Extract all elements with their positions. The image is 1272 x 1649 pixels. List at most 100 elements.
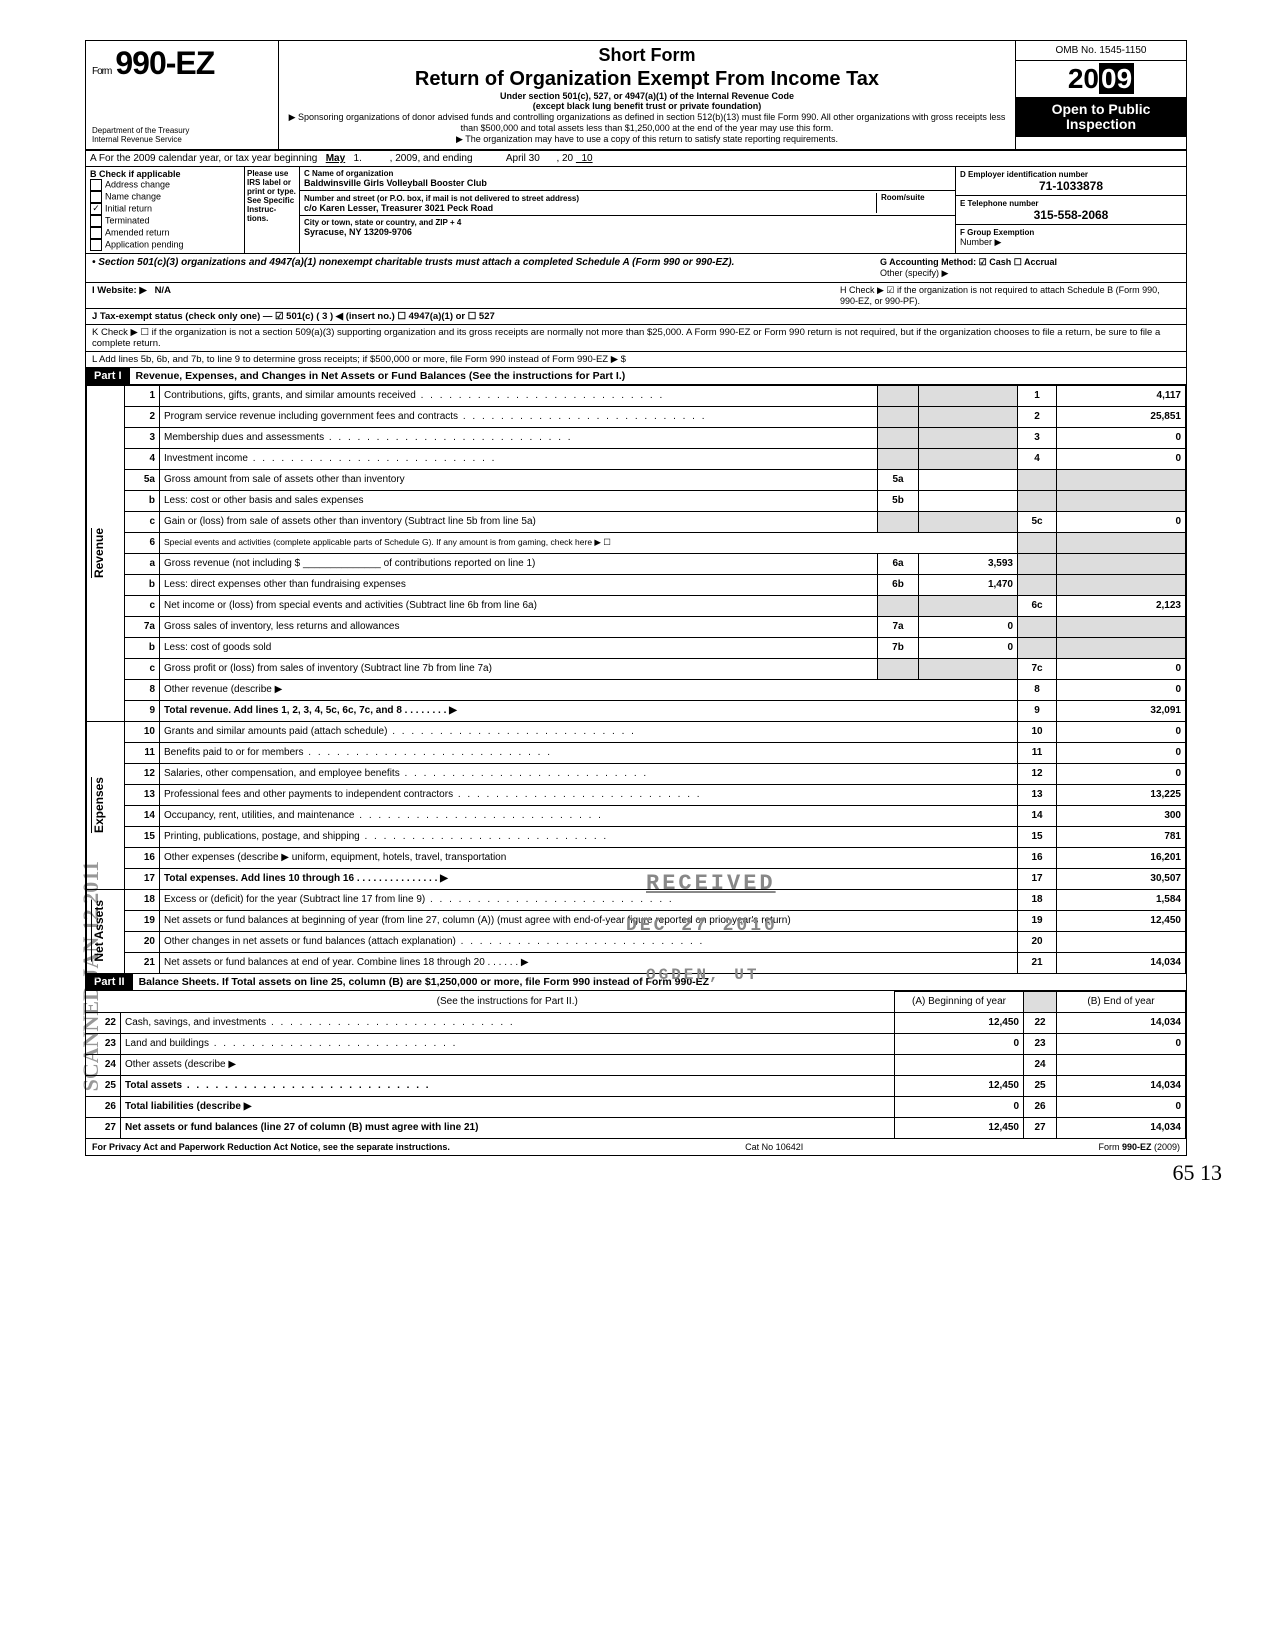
bs-25-a: 12,450 — [895, 1075, 1024, 1096]
addr-val: c/o Karen Lesser, Treasurer 3021 Peck Ro… — [304, 203, 493, 213]
line-9-amt: 32,091 — [1057, 700, 1186, 721]
bs-27-a: 12,450 — [895, 1117, 1024, 1138]
bs-26-a: 0 — [895, 1096, 1024, 1117]
line-18-amt: 1,584 — [1057, 889, 1186, 910]
line-19-amt: 12,450 — [1057, 910, 1186, 931]
chk-terminated[interactable]: Terminated — [90, 215, 240, 227]
form-number-text: 990-EZ — [115, 45, 214, 81]
line-6c-desc: Net income or (loss) from special events… — [160, 595, 878, 616]
line-16-amt: 16,201 — [1057, 847, 1186, 868]
bs-23-b: 0 — [1057, 1033, 1186, 1054]
website-label: I Website: ▶ — [92, 285, 147, 296]
bs-26-desc: Total liabilities (describe ▶ — [121, 1096, 895, 1117]
footer-right: Form 990-EZ (2009) — [1098, 1142, 1180, 1152]
line-11-amt: 0 — [1057, 742, 1186, 763]
line-7c-desc: Gross profit or (loss) from sales of inv… — [160, 658, 878, 679]
end-month: April 30 — [506, 153, 540, 164]
line-20-amt — [1057, 931, 1186, 952]
chk-pending[interactable]: Application pending — [90, 239, 240, 251]
room-suite: Room/suite — [876, 193, 951, 213]
addr-label: Number and street (or P.O. box, if mail … — [304, 194, 579, 203]
line-5c-desc: Gain or (loss) from sale of assets other… — [160, 511, 878, 532]
end-year-lbl: , 20 — [556, 153, 573, 164]
bs-22-b: 14,034 — [1057, 1012, 1186, 1033]
part2-header: Part II Balance Sheets. If Total assets … — [86, 974, 1186, 991]
dept1: Department of the Treasury — [92, 126, 189, 135]
open1: Open to Public — [1052, 101, 1151, 117]
right-header-cell: OMB No. 1545-1150 2009 Open to Public In… — [1016, 41, 1186, 149]
l-line: L Add lines 5b, 6b, and 7b, to line 9 to… — [86, 352, 1186, 368]
city-val: Syracuse, NY 13209-9706 — [304, 227, 412, 237]
scanned-stamp: SCANNED JAN 12 2011 — [78, 861, 104, 1091]
name-column: C Name of organization Baldwinsville Gir… — [300, 167, 955, 253]
bs-22-a: 12,450 — [895, 1012, 1024, 1033]
line-5c-amt: 0 — [1057, 511, 1186, 532]
line-17-amt: 30,507 — [1057, 868, 1186, 889]
line-2-desc: Program service revenue including govern… — [160, 406, 878, 427]
city-row: City or town, state or country, and ZIP … — [300, 216, 955, 239]
dept-text: Department of the Treasury Internal Reve… — [92, 127, 272, 145]
part1-title: Revenue, Expenses, and Changes in Net As… — [130, 368, 1186, 384]
chk-amended[interactable]: Amended return — [90, 227, 240, 239]
open-to-public: Open to Public Inspection — [1016, 98, 1186, 137]
chk-name[interactable]: Name change — [90, 191, 240, 203]
form-number-cell: Form990-EZ Department of the Treasury In… — [86, 41, 279, 149]
c-label: C Name of organization — [304, 169, 951, 178]
right-info: D Employer identification number 71-1033… — [955, 167, 1186, 253]
line-10-desc: Grants and similar amounts paid (attach … — [160, 721, 1018, 742]
tel-row: E Telephone number 315-558-2068 — [956, 196, 1186, 225]
section-501c3-line: • Section 501(c)(3) organizations and 49… — [86, 254, 1186, 283]
dept2: Internal Revenue Service — [92, 135, 182, 144]
subtitle-1: Under section 501(c), 527, or 4947(a)(1)… — [287, 91, 1007, 102]
netassets-vlabel: Net Assets — [91, 900, 106, 962]
form-990ez-page: RECEIVED DEC 27 2010 OGDEN, UT SCANNED J… — [85, 40, 1187, 1156]
entity-block: B Check if applicable Address change Nam… — [86, 167, 1186, 254]
open2: Inspection — [1066, 116, 1136, 132]
other-specify: Other (specify) ▶ — [880, 268, 1180, 279]
part1-header: Part I Revenue, Expenses, and Changes in… — [86, 368, 1186, 385]
footer-row: For Privacy Act and Paperwork Reduction … — [86, 1139, 1186, 1155]
chk-initial[interactable]: ✓Initial return — [90, 203, 240, 215]
line-13-amt: 13,225 — [1057, 784, 1186, 805]
line-17-desc: Total expenses. Add lines 10 through 16 — [164, 873, 354, 884]
chk-address[interactable]: Address change — [90, 179, 240, 191]
title-cell: Short Form Return of Organization Exempt… — [279, 41, 1016, 149]
j-line: J Tax-exempt status (check only one) — ☑… — [86, 309, 1186, 325]
col-b-hdr: (B) End of year — [1057, 991, 1186, 1012]
checks-column: B Check if applicable Address change Nam… — [86, 167, 245, 253]
line-12-amt: 0 — [1057, 763, 1186, 784]
website-value: N/A — [155, 285, 171, 296]
line-20-desc: Other changes in net assets or fund bala… — [160, 931, 1018, 952]
tax-year: 2009 — [1016, 61, 1186, 98]
bs-27-b: 14,034 — [1057, 1117, 1186, 1138]
line-7a-desc: Gross sales of inventory, less returns a… — [160, 616, 878, 637]
line-10-amt: 0 — [1057, 721, 1186, 742]
col-a-hdr: (A) Beginning of year — [895, 991, 1024, 1012]
footer-left: For Privacy Act and Paperwork Reduction … — [92, 1142, 450, 1152]
k-line: K Check ▶ ☐ if the organization is not a… — [86, 325, 1186, 352]
please-column: Please use IRS label or print or type. S… — [245, 167, 300, 253]
line-6b-amt: 1,470 — [919, 574, 1018, 595]
begin-day: 1. — [354, 153, 362, 164]
revenue-vlabel: Revenue — [91, 528, 106, 578]
line-4-amt: 0 — [1057, 448, 1186, 469]
checks-header: B Check if applicable — [90, 169, 240, 179]
bs-24-desc: Other assets (describe ▶ — [121, 1054, 895, 1075]
line-1-desc: Contributions, gifts, grants, and simila… — [160, 385, 878, 406]
line-15-amt: 781 — [1057, 826, 1186, 847]
line-6a-desc: Gross revenue (not including $ _________… — [160, 553, 878, 574]
expenses-vlabel: Expenses — [91, 777, 106, 833]
h-check-line: H Check ▶ ☑ if the organization is not r… — [840, 285, 1180, 306]
handwritten-note: 65 13 — [40, 1156, 1232, 1186]
main-title: Return of Organization Exempt From Incom… — [287, 67, 1007, 91]
addr-row: Number and street (or P.O. box, if mail … — [300, 191, 955, 216]
line-6c-amt: 2,123 — [1057, 595, 1186, 616]
bs-23-desc: Land and buildings — [121, 1033, 895, 1054]
line-8-desc: Other revenue (describe ▶ — [160, 679, 1018, 700]
part2-title: Balance Sheets. If Total assets on line … — [133, 974, 1186, 990]
subtitle-2: (except black lung benefit trust or priv… — [287, 101, 1007, 112]
line-a: A For the 2009 calendar year, or tax yea… — [86, 151, 1186, 167]
line-11-desc: Benefits paid to or for members — [160, 742, 1018, 763]
form-number: Form990-EZ — [92, 45, 272, 82]
line-a-mid: , 2009, and ending — [390, 153, 473, 164]
